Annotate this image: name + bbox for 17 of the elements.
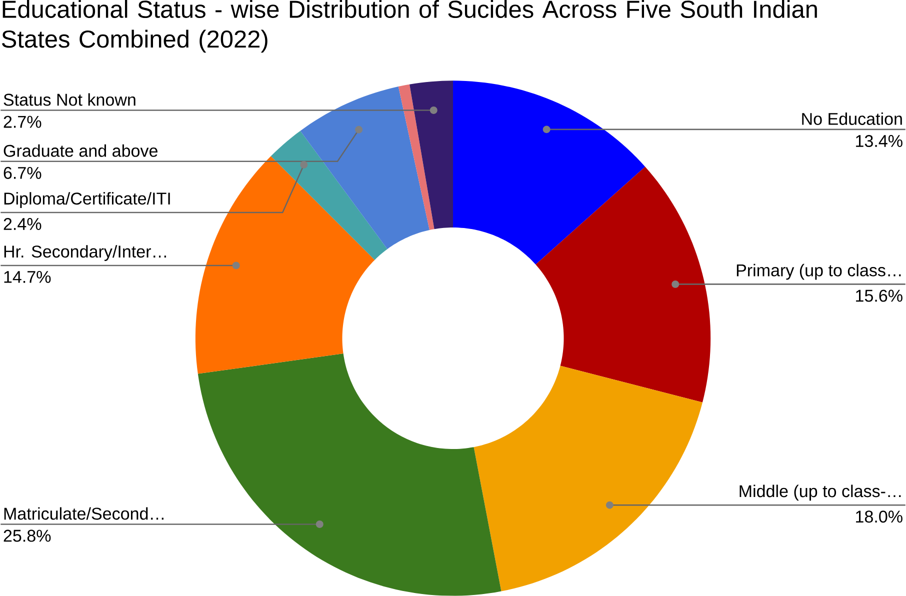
slice-label: Primary (up to class… bbox=[736, 264, 901, 280]
slice-label: Hr. Secondary/Inter… bbox=[4, 245, 166, 262]
data-label: 15.6% bbox=[856, 290, 902, 302]
data-label: 6.7% bbox=[4, 166, 42, 180]
data-label: 13.4% bbox=[856, 135, 902, 148]
slice-label: Matriculate/Second… bbox=[4, 507, 164, 520]
slice-label: Diploma/Certificate/ITI bbox=[4, 192, 170, 208]
slice-label: Middle (up to class-… bbox=[740, 484, 901, 501]
slice-label: Graduate and above bbox=[4, 144, 158, 157]
chart-title: Educational Status - wise Distribution of Sucides Across Five South Indian States Combined (2022) bbox=[2, 0, 817, 53]
data-label: 2.4% bbox=[4, 218, 42, 230]
data-label: 2.7% bbox=[4, 116, 42, 128]
slice-label: Status Not known bbox=[4, 93, 136, 106]
slice-label: No Education bbox=[802, 112, 902, 126]
data-label: 14.7% bbox=[4, 271, 51, 283]
data-label: 25.8% bbox=[4, 530, 51, 542]
data-label: 18.0% bbox=[856, 510, 902, 523]
